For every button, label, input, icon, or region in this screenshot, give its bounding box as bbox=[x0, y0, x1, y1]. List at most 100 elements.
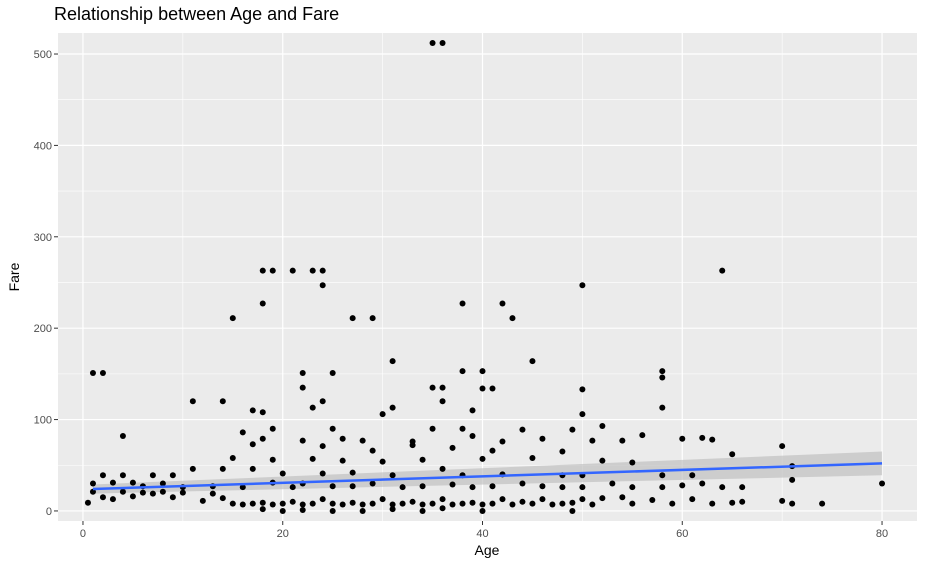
data-point bbox=[99, 472, 106, 479]
x-tick-label: 20 bbox=[277, 528, 289, 540]
y-tick-label: 500 bbox=[34, 49, 52, 61]
data-point bbox=[379, 458, 386, 465]
data-point bbox=[729, 451, 736, 458]
data-point bbox=[269, 425, 276, 432]
data-point bbox=[279, 470, 286, 477]
data-point bbox=[659, 374, 666, 381]
data-point bbox=[299, 384, 306, 391]
data-point bbox=[789, 476, 796, 483]
y-axis-title: Fare bbox=[6, 262, 22, 291]
data-point bbox=[789, 500, 796, 507]
data-point bbox=[629, 500, 636, 507]
data-point bbox=[489, 500, 496, 507]
data-point bbox=[419, 456, 426, 463]
data-point bbox=[459, 500, 466, 507]
data-point bbox=[719, 267, 726, 274]
data-point bbox=[439, 398, 446, 405]
data-point bbox=[479, 385, 486, 392]
data-point bbox=[589, 437, 596, 444]
data-point bbox=[169, 494, 176, 501]
data-point bbox=[309, 455, 316, 462]
x-axis-title: Age bbox=[475, 542, 500, 558]
data-point bbox=[359, 507, 366, 514]
data-point bbox=[359, 501, 366, 508]
data-point bbox=[289, 267, 296, 274]
y-axis-ticks: 0 100 200 300 400 500 bbox=[34, 49, 58, 518]
data-point bbox=[599, 457, 606, 464]
data-point bbox=[419, 483, 426, 490]
data-point bbox=[89, 369, 96, 376]
data-point bbox=[129, 493, 136, 500]
data-point bbox=[619, 437, 626, 444]
data-point bbox=[569, 426, 576, 433]
data-point bbox=[349, 483, 356, 490]
data-point bbox=[399, 500, 406, 507]
data-point bbox=[449, 501, 456, 508]
data-point bbox=[469, 484, 476, 491]
y-tick-label: 0 bbox=[46, 506, 52, 518]
data-point bbox=[519, 480, 526, 487]
data-point bbox=[339, 457, 346, 464]
data-point bbox=[659, 484, 666, 491]
data-point bbox=[579, 411, 586, 418]
data-point bbox=[219, 495, 226, 502]
data-point bbox=[299, 369, 306, 376]
data-point bbox=[139, 489, 146, 496]
data-point bbox=[589, 501, 596, 508]
data-point bbox=[339, 435, 346, 442]
data-point bbox=[469, 433, 476, 440]
data-point bbox=[229, 500, 236, 507]
data-point bbox=[259, 499, 266, 506]
data-point bbox=[239, 429, 246, 436]
data-point bbox=[569, 499, 576, 506]
data-point bbox=[429, 40, 436, 47]
data-point bbox=[84, 499, 91, 506]
data-point bbox=[529, 500, 536, 507]
data-point bbox=[819, 500, 826, 507]
trend-line bbox=[92, 462, 883, 491]
data-point bbox=[329, 369, 336, 376]
data-point bbox=[199, 497, 206, 504]
data-point bbox=[109, 496, 116, 503]
data-point bbox=[389, 404, 396, 411]
data-point bbox=[259, 409, 266, 416]
data-point bbox=[569, 507, 576, 514]
data-point bbox=[679, 482, 686, 489]
data-point bbox=[279, 507, 286, 514]
data-point bbox=[479, 507, 486, 514]
data-point bbox=[349, 499, 356, 506]
data-point bbox=[489, 385, 496, 392]
data-point bbox=[709, 436, 716, 443]
data-point bbox=[159, 488, 166, 495]
data-point bbox=[579, 496, 586, 503]
data-point bbox=[479, 455, 486, 462]
data-point bbox=[499, 300, 506, 307]
data-point bbox=[319, 443, 326, 450]
data-point bbox=[599, 495, 606, 502]
data-point bbox=[309, 267, 316, 274]
data-point bbox=[359, 437, 366, 444]
data-point bbox=[779, 497, 786, 504]
y-tick-label: 400 bbox=[34, 140, 52, 152]
x-tick-label: 60 bbox=[676, 528, 688, 540]
data-point bbox=[249, 407, 256, 414]
data-point bbox=[619, 494, 626, 501]
data-point bbox=[489, 447, 496, 454]
data-point bbox=[429, 500, 436, 507]
data-point bbox=[249, 500, 256, 507]
grid-minor bbox=[58, 33, 917, 521]
data-point bbox=[299, 437, 306, 444]
data-point bbox=[559, 448, 566, 455]
data-point bbox=[449, 481, 456, 488]
data-point bbox=[309, 404, 316, 411]
data-point bbox=[349, 469, 356, 476]
plot-panel bbox=[58, 33, 917, 521]
data-point bbox=[89, 488, 96, 495]
data-point bbox=[719, 484, 726, 491]
data-point bbox=[279, 500, 286, 507]
data-point bbox=[689, 472, 696, 479]
data-point bbox=[579, 484, 586, 491]
data-point bbox=[109, 479, 116, 486]
data-point bbox=[459, 368, 466, 375]
data-point bbox=[469, 407, 476, 414]
